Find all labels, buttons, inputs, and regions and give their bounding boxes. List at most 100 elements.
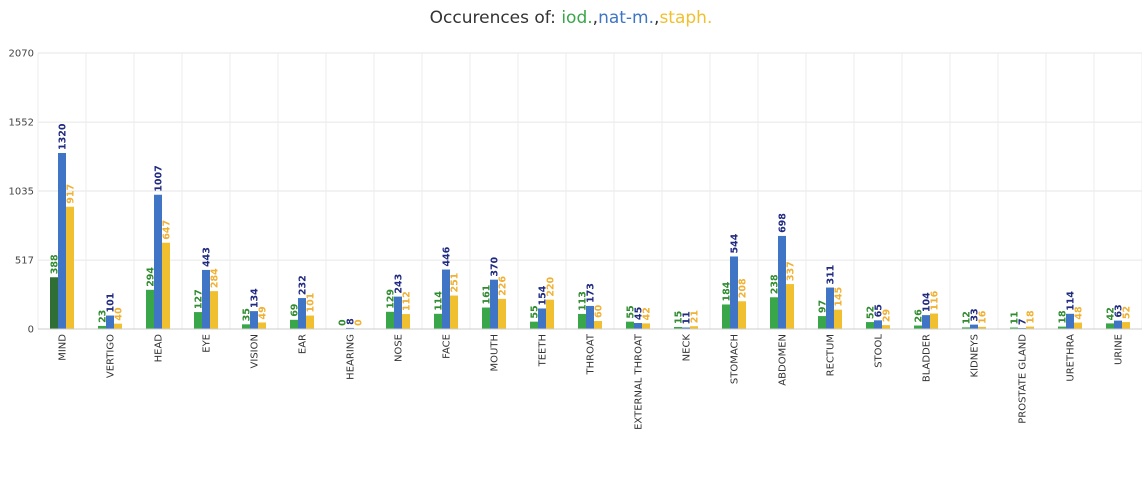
- bar: [114, 323, 122, 329]
- bar: [402, 314, 410, 329]
- data-label: 161: [482, 285, 493, 305]
- bar: [962, 327, 970, 329]
- bar: [786, 284, 794, 329]
- bar: [818, 316, 826, 329]
- bar: [770, 297, 778, 329]
- data-label: 11: [682, 311, 693, 324]
- data-label: 8: [346, 318, 357, 325]
- data-label: 284: [210, 268, 221, 288]
- data-label: 294: [146, 267, 157, 287]
- data-label: 184: [722, 281, 733, 301]
- bar: [690, 326, 698, 329]
- data-label: 129: [386, 289, 397, 309]
- x-tick-label: VISION: [250, 334, 261, 368]
- data-label: 311: [826, 265, 837, 285]
- data-label: 63: [1114, 304, 1125, 317]
- bar: [442, 269, 450, 329]
- data-label: 97: [818, 300, 829, 313]
- data-label: 101: [106, 293, 117, 313]
- chart-title-separator: ,: [592, 8, 599, 28]
- bar: [394, 296, 402, 329]
- bar: [1106, 323, 1114, 329]
- data-label: 114: [1066, 291, 1077, 311]
- bar: [482, 307, 490, 329]
- data-label: 104: [922, 292, 933, 312]
- data-label: 55: [626, 305, 637, 318]
- bar: [146, 289, 154, 329]
- bar: [914, 325, 922, 329]
- data-label: 208: [738, 278, 749, 298]
- x-tick-label: URETHRA: [1066, 334, 1077, 382]
- bar: [674, 327, 682, 329]
- bar: [1010, 327, 1018, 329]
- bar: [306, 315, 314, 329]
- bar: [386, 311, 394, 329]
- x-tick-label: THROAT: [586, 333, 597, 375]
- data-label: 134: [250, 288, 261, 308]
- bar: [970, 324, 978, 329]
- data-label: 40: [114, 307, 125, 321]
- bar: [1114, 320, 1122, 329]
- bar: [834, 309, 842, 329]
- x-tick-label: TEETH: [538, 334, 549, 367]
- bar: [58, 153, 66, 329]
- y-tick-label: 517: [15, 256, 34, 267]
- data-label: 0: [338, 319, 349, 326]
- data-label: 220: [546, 276, 557, 296]
- data-label: 55: [530, 305, 541, 318]
- data-label: 23: [98, 310, 109, 323]
- data-label: 370: [490, 256, 501, 276]
- data-label: 12: [962, 311, 973, 324]
- data-label: 45: [634, 307, 645, 320]
- data-label: 232: [298, 275, 309, 295]
- data-label: 35: [242, 308, 253, 321]
- bar: [730, 256, 738, 329]
- bar: [498, 298, 506, 329]
- bar: [866, 322, 874, 329]
- chart-title-prefix: Occurences of:: [429, 8, 562, 28]
- chart-title-separator: ,: [654, 8, 660, 28]
- bar: [922, 315, 930, 329]
- x-tick-label: NECK: [682, 334, 693, 362]
- bar: [202, 269, 210, 329]
- bar: [210, 291, 218, 329]
- y-tick-label: 0: [28, 325, 34, 336]
- bar: [530, 321, 538, 329]
- bar: [250, 311, 258, 329]
- bar: [634, 323, 642, 329]
- chart-title-series-iod: iod.: [561, 8, 593, 28]
- bar: [874, 320, 882, 329]
- data-label: 443: [202, 247, 213, 267]
- x-tick-label: KIDNEYS: [970, 334, 981, 377]
- bar: [50, 277, 58, 329]
- bar: [66, 206, 74, 329]
- bar: [1122, 322, 1130, 329]
- bar: [546, 299, 554, 329]
- bar: [154, 194, 162, 329]
- bar: [594, 321, 602, 329]
- data-label: 243: [394, 274, 405, 294]
- data-label: 154: [538, 285, 549, 305]
- data-label: 388: [50, 254, 61, 274]
- bar: [490, 279, 498, 329]
- data-label: 69: [290, 304, 301, 317]
- data-label: 26: [914, 309, 925, 323]
- chart-title: Occurences of: iod.,nat-m.,staph.: [0, 8, 1142, 28]
- bar: [722, 304, 730, 329]
- data-label: 52: [1122, 306, 1133, 319]
- data-label: 11: [1010, 311, 1021, 324]
- data-label: 0: [354, 319, 365, 326]
- data-label: 18: [1058, 310, 1069, 324]
- bar: [434, 313, 442, 329]
- bar: [682, 327, 690, 329]
- data-label: 116: [930, 290, 941, 310]
- y-tick-label: 2070: [9, 49, 34, 60]
- x-tick-label: RECTUM: [826, 334, 837, 376]
- x-tick-label: MIND: [58, 334, 69, 361]
- data-label: 112: [402, 291, 413, 311]
- bar: [194, 312, 202, 329]
- bar: [450, 295, 458, 329]
- data-label: 238: [770, 274, 781, 294]
- bar: [586, 305, 594, 329]
- data-label: 42: [642, 307, 653, 320]
